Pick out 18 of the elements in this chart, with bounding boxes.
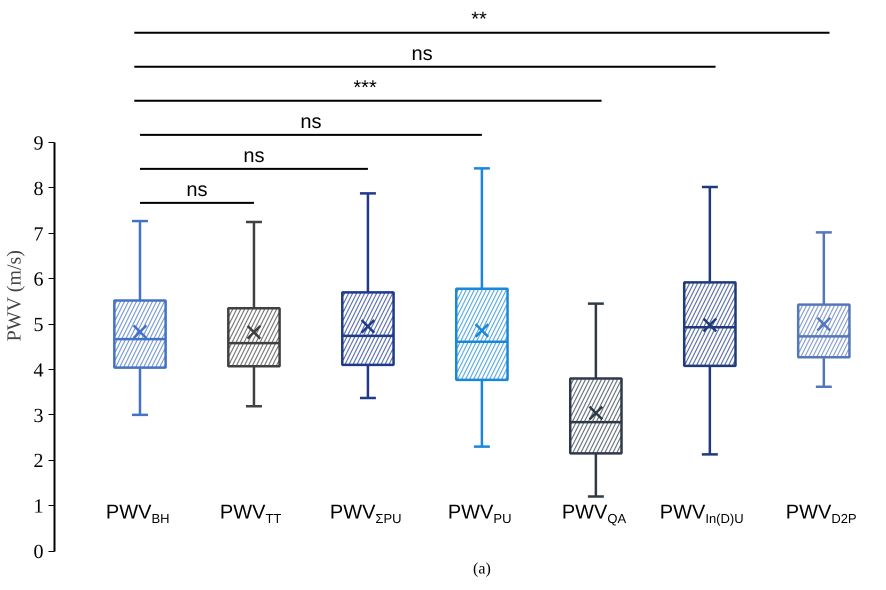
text: *** — [353, 76, 377, 99]
text: ns — [300, 110, 322, 133]
annotation: ns — [186, 178, 208, 201]
text: (a) — [473, 560, 491, 578]
text: ** — [471, 8, 488, 31]
y-tick-label: 6 — [34, 268, 44, 291]
y-tick-label: 8 — [34, 178, 44, 200]
y-tick-label: 3 — [34, 404, 44, 427]
text: ns — [412, 42, 433, 65]
y-tick-label: 0 — [34, 541, 44, 563]
y-axis-title: PWV (m/s) — [4, 250, 26, 342]
y-tick-label: 2 — [34, 450, 44, 472]
y-tick-label: 9 — [34, 132, 44, 155]
y-tick-label: 7 — [34, 223, 44, 246]
annotation: ns — [243, 144, 265, 167]
y-tick-label: 5 — [34, 314, 44, 336]
y-tick-label: 1 — [34, 496, 44, 518]
y-tick-label: 4 — [34, 359, 44, 382]
